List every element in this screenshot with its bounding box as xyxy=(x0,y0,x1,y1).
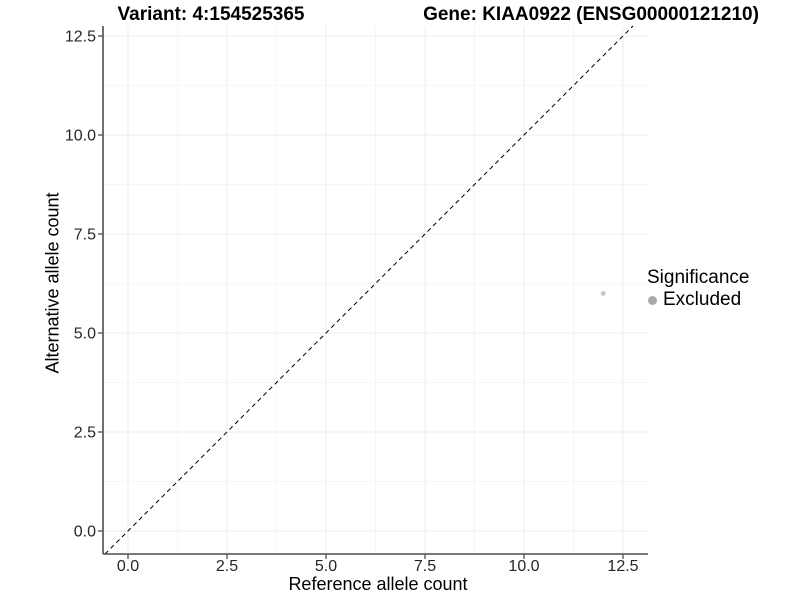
data-point-excluded xyxy=(600,291,606,296)
x-tick-label: 2.5 xyxy=(216,558,238,575)
circle-marker-icon xyxy=(648,295,657,305)
plot-title-gene: Gene: KIAA0922 (ENSG00000121210) xyxy=(423,4,759,25)
y-tick-label: 2.5 xyxy=(74,425,96,442)
y-tick-label: 0.0 xyxy=(74,524,96,541)
legend-title: Significance xyxy=(647,267,750,288)
x-axis-label: Reference allele count xyxy=(288,574,468,594)
identity-line xyxy=(104,25,634,555)
legend-item-label: Excluded xyxy=(663,289,742,310)
y-tick-label: 12.5 xyxy=(65,29,96,46)
legend: Significance Excluded xyxy=(647,267,749,311)
x-tick-label: 7.5 xyxy=(414,558,436,575)
y-axis-label: Alternative allele count xyxy=(42,192,63,374)
legend-item-excluded: Excluded xyxy=(647,289,749,311)
x-tick-label: 0.0 xyxy=(117,558,139,575)
y-tick-label: 10.0 xyxy=(65,128,96,145)
y-tick-label: 7.5 xyxy=(74,227,96,244)
x-tick-label: 10.0 xyxy=(508,558,539,575)
x-tick-label: 12.5 xyxy=(607,558,638,575)
plot-title-variant: Variant: 4:154525365 xyxy=(117,4,305,25)
x-tick-label: 5.0 xyxy=(315,558,337,575)
y-tick-label: 5.0 xyxy=(74,326,96,343)
